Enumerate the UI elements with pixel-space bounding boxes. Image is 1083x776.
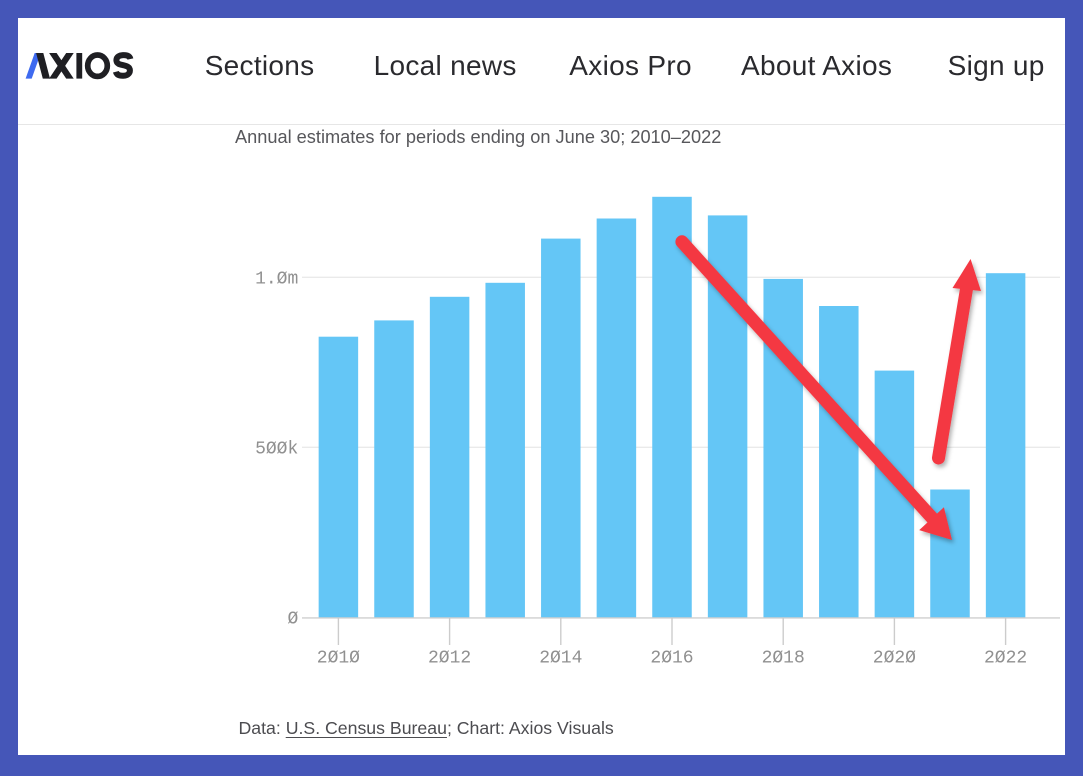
svg-text:5ØØk: 5ØØk	[255, 439, 298, 459]
svg-text:2Ø22: 2Ø22	[984, 649, 1027, 669]
svg-text:2Ø12: 2Ø12	[428, 649, 471, 669]
svg-text:2Ø18: 2Ø18	[762, 649, 805, 669]
svg-text:2Ø1Ø: 2Ø1Ø	[317, 649, 360, 669]
svg-text:2Ø2Ø: 2Ø2Ø	[873, 649, 916, 669]
svg-text:Ø: Ø	[287, 610, 298, 630]
svg-text:2Ø14: 2Ø14	[539, 649, 582, 669]
svg-text:2Ø16: 2Ø16	[650, 649, 693, 669]
svg-text:1.Øm: 1.Øm	[255, 269, 298, 289]
